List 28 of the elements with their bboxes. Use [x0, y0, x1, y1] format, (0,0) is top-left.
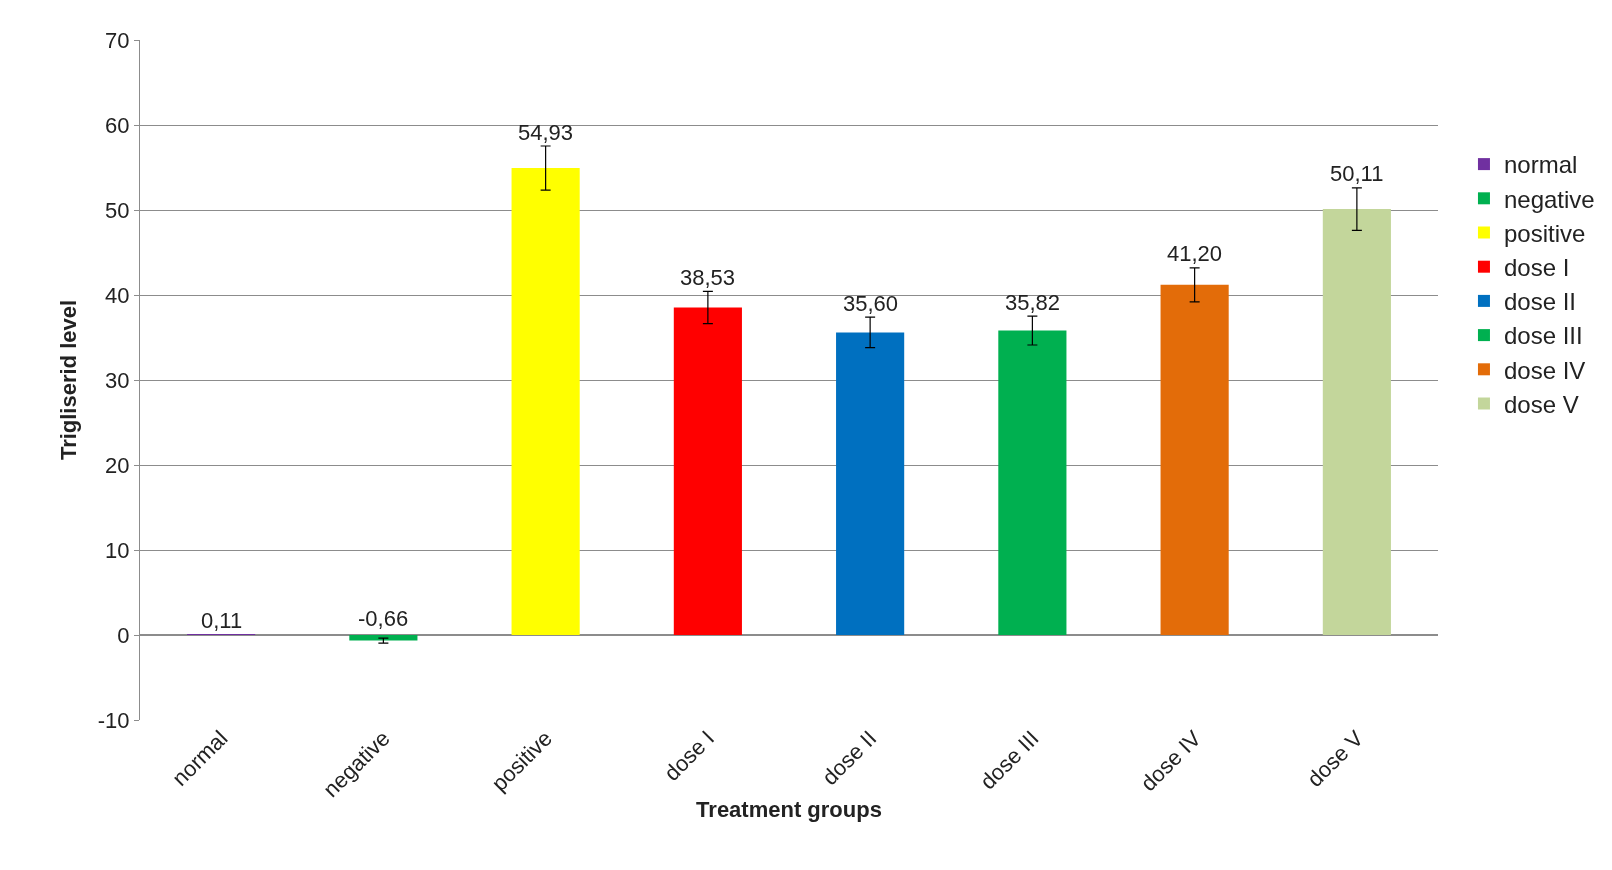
- x-axis-title: Treatment groups: [696, 797, 882, 823]
- legend-label: dose III: [1503, 322, 1583, 350]
- legend-label: positive: [1503, 219, 1586, 247]
- y-tick-label: 0: [117, 622, 130, 648]
- data-label: 50,11: [1330, 161, 1384, 186]
- legend-label: dose II: [1503, 288, 1577, 316]
- data-label: 0,11: [201, 608, 243, 633]
- data-label: 54,93: [518, 120, 574, 145]
- legend-label: dose IV: [1503, 356, 1586, 384]
- data-label: 35,60: [843, 291, 899, 316]
- data-label: 38,53: [680, 265, 736, 290]
- legend-label: dose V: [1503, 390, 1579, 418]
- data-label: 41,20: [1167, 241, 1223, 266]
- y-tick-label: 40: [105, 282, 130, 308]
- x-tick-label: dose V: [1302, 725, 1369, 792]
- y-tick-label: 60: [105, 112, 130, 138]
- y-tick-label: 70: [105, 27, 130, 53]
- data-label: 35,82: [1005, 290, 1061, 315]
- y-tick-label: -10: [97, 707, 130, 733]
- data-label: -0,66: [358, 606, 409, 631]
- y-tick-label: 30: [105, 367, 130, 393]
- y-tick-label: 10: [105, 537, 130, 563]
- legend-label: dose I: [1503, 254, 1570, 282]
- y-axis-title: Trigliserid level: [55, 299, 81, 461]
- legend-label: normal: [1503, 151, 1578, 179]
- y-tick-label: 20: [105, 452, 130, 478]
- y-tick-label: 50: [105, 197, 130, 223]
- legend-label: negative: [1503, 185, 1595, 213]
